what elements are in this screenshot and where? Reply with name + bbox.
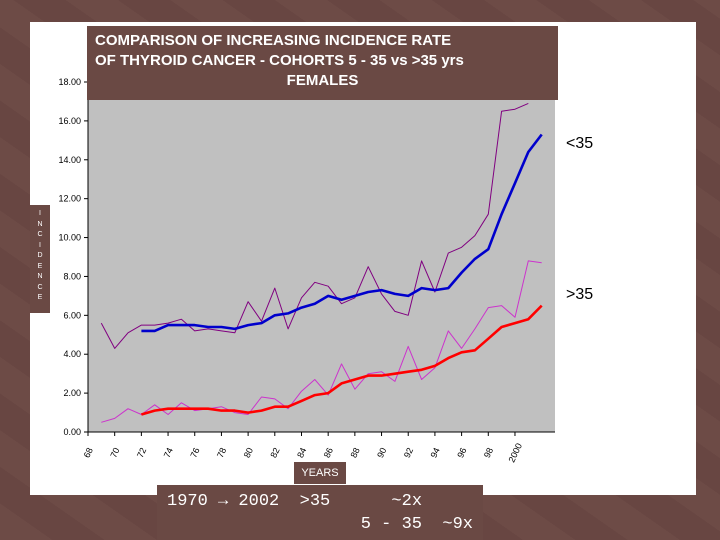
x-tick-label: 90 [375, 446, 388, 459]
y-label-letter: D [37, 252, 43, 259]
y-label-letter: I [39, 210, 41, 217]
y-label-letter: I [39, 241, 41, 249]
x-tick-label: 96 [455, 446, 468, 459]
note-line-1: 1970 → 2002 >35 ~2x [167, 492, 423, 511]
y-tick-label: 8.00 [63, 271, 81, 281]
title-line-1: COMPARISON OF INCREASING INCIDENCE RATE [95, 32, 452, 49]
y-tick-label: 10.00 [58, 233, 81, 243]
y-tick-label: 0.00 [63, 427, 81, 437]
series-label-over35: >35 [566, 286, 594, 303]
y-label-letter: N [37, 273, 43, 280]
x-tick-label: 80 [242, 446, 255, 459]
y-tick-label: 12.00 [58, 194, 81, 204]
summary-note: 1970 → 2002 >35 ~2x 5 - 35 ~9x [157, 485, 483, 540]
y-label-letter: E [37, 294, 43, 301]
x-tick-label: 72 [135, 446, 148, 459]
x-tick-label: 94 [429, 446, 442, 459]
x-tick-label: 2000 [506, 442, 524, 464]
x-tick-label: 76 [188, 446, 201, 459]
x-axis-label: YEARS [294, 462, 346, 484]
x-tick-label: 82 [268, 446, 281, 459]
x-tick-label: 86 [322, 446, 335, 459]
y-label-letter: E [37, 262, 43, 270]
series-line--35-smoothed [141, 304, 543, 416]
series-line--35-observed [100, 102, 529, 349]
y-axis-label: I N C I D E N C E [30, 205, 50, 313]
y-tick-label: 6.00 [63, 310, 81, 320]
y-tick-label: 2.00 [63, 388, 81, 398]
title-line-2: OF THYROID CANCER - COHORTS 5 - 35 vs >3… [95, 52, 464, 69]
x-tick-label: 92 [402, 446, 415, 459]
plot-area [88, 82, 555, 432]
x-tick-label: 68 [82, 446, 95, 459]
y-tick-label: 4.00 [63, 349, 81, 359]
x-tick-label: 88 [348, 446, 361, 459]
y-tick-label: 16.00 [58, 116, 81, 126]
y-tick-label: 14.00 [58, 155, 81, 165]
series-line--35-smoothed [141, 133, 543, 333]
x-tick-label: 98 [482, 446, 495, 459]
note-line-2: 5 - 35 ~9x [360, 515, 473, 534]
y-label-letter: C [37, 231, 43, 238]
series-label-under35: <35 [566, 135, 594, 152]
chart-title: COMPARISON OF INCREASING INCIDENCE RATE … [87, 26, 558, 100]
x-tick-label: 70 [108, 446, 121, 459]
y-label-letter: C [37, 283, 43, 291]
y-label-letter: N [37, 220, 43, 228]
x-tick-label: 78 [215, 446, 228, 459]
x-tick-label: 84 [295, 446, 308, 459]
x-tick-label: 74 [162, 446, 175, 459]
title-line-3: FEMALES [286, 72, 359, 89]
y-tick-label: 18.00 [58, 77, 81, 87]
